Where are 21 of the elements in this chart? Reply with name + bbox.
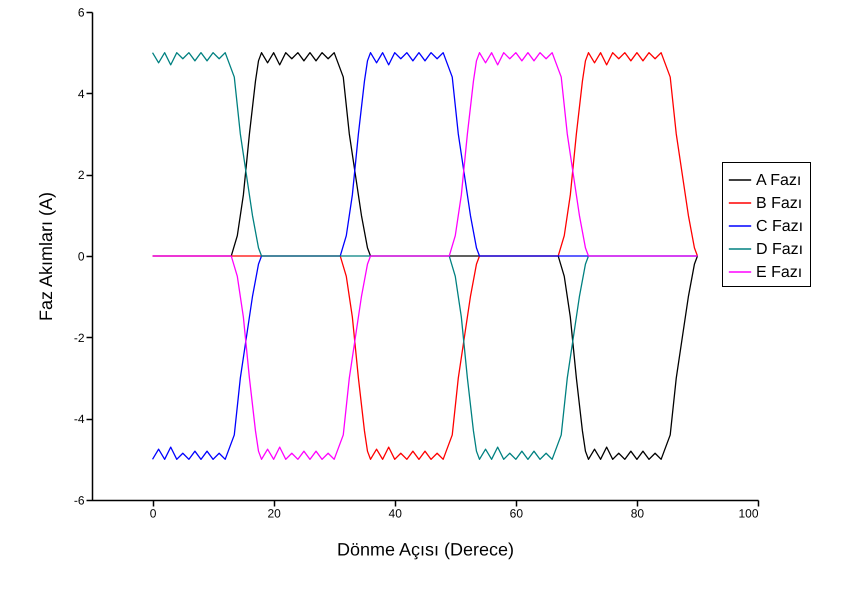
y-axis-title: Faz Akımları (A) [36, 192, 56, 322]
legend-label: E Fazı [756, 264, 802, 281]
y-tick-label: 4 [78, 86, 85, 101]
y-tick-label: 0 [78, 250, 85, 264]
y-tick-label: -2 [74, 330, 85, 345]
legend-label: A Fazı [756, 172, 802, 189]
x-axis-title: Dönme Açısı (Derece) [336, 540, 514, 560]
legend-label: C Fazı [756, 218, 804, 235]
x-tick-label: 40 [388, 506, 402, 520]
x-tick-label: 20 [267, 506, 282, 520]
x-tick-label: 100 [738, 506, 759, 520]
line-series [152, 52, 698, 460]
y-tick-label: 2 [78, 168, 85, 182]
x-tick-label: 60 [510, 506, 524, 520]
legend-label: D Fazı [756, 241, 804, 258]
legend-label: B Fazı [756, 195, 802, 212]
y-tick-label: -6 [74, 494, 85, 508]
x-tick-label: 80 [630, 506, 644, 520]
y-tick-label: 6 [78, 6, 85, 20]
y-tick-label: -4 [74, 412, 85, 426]
x-tick-label: 0 [150, 506, 157, 520]
